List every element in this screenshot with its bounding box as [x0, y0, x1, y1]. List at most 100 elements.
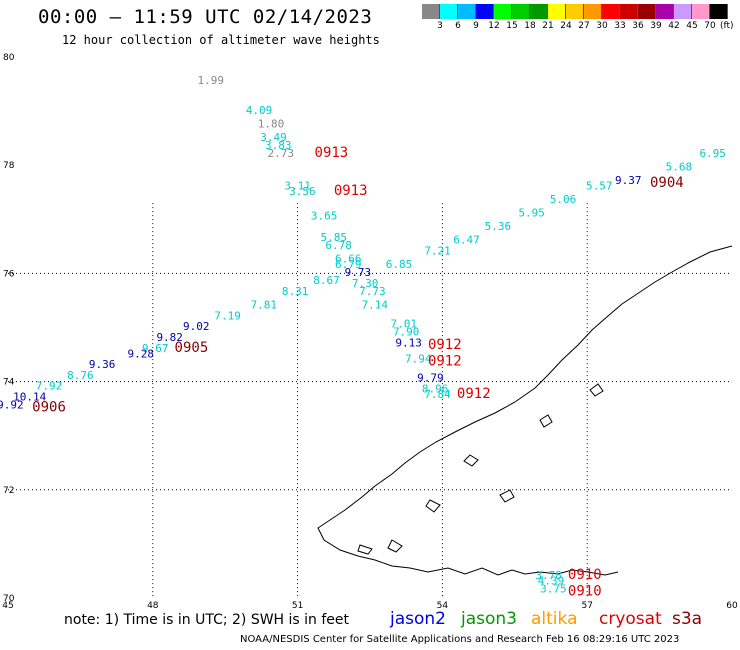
wave-height-value: 4.39 [538, 574, 565, 587]
wave-height-value: 5.57 [586, 180, 613, 193]
wave-height-value: 5.95 [518, 207, 545, 220]
pass-time: 0906 [32, 399, 66, 415]
wave-height-value: 7.14 [362, 299, 389, 312]
wave-height-value: 7.73 [359, 285, 386, 298]
color-scale-label: 42 [668, 21, 680, 31]
lon-tick-label: 48 [147, 601, 159, 611]
color-scale-swatch [620, 4, 638, 19]
color-scale-label: 15 [506, 21, 518, 31]
wave-height-value: 7.81 [251, 299, 278, 312]
pass-time: 0912 [457, 386, 491, 402]
pass-time: 0910 [568, 567, 602, 583]
satellite-legend-cryosat: cryosat [599, 609, 662, 629]
wave-height-value: 1.80 [258, 117, 285, 130]
color-scale-swatch [530, 4, 548, 19]
color-scale-label: 70 [704, 21, 716, 31]
color-scale-label: 18 [524, 21, 536, 31]
wave-height-value: 5.68 [666, 161, 693, 174]
color-scale-label: 21 [542, 21, 554, 31]
axis-labels: 45 48 51 54 57 60 80 78 76 74 72 70 [2, 53, 738, 611]
lat-tick-label: 70 [3, 594, 15, 604]
wave-height-value: 8.31 [282, 285, 309, 298]
wave-height-value: 8.67 [313, 274, 340, 287]
color-scale-bar [422, 4, 728, 19]
satellite-legend-s3a: s3a [672, 609, 703, 629]
pass-time: 0913 [315, 145, 349, 161]
wave-height-value: 3.65 [311, 209, 338, 222]
pass-time: 0913 [334, 183, 368, 199]
wave-height-value: 3.11 [284, 180, 311, 193]
wave-height-value: 6.47 [453, 234, 480, 247]
page-title: 00:00 – 11:59 UTC 02/14/2023 [38, 6, 373, 28]
wave-height-labels: 1.99 4.091.803.493.832.73 3.113.56 3.65 5.85… [0, 74, 726, 596]
lat-tick-label: 72 [3, 486, 14, 496]
wave-height-value: 9.13 [395, 336, 422, 349]
wave-height-value: 7.94 [405, 353, 432, 366]
wave-height-value: 6.95 [699, 147, 726, 160]
wave-height-value: 7.01 [391, 318, 418, 331]
lat-tick-label: 74 [3, 378, 15, 388]
color-scale-label: 45 [686, 21, 698, 31]
color-scale-swatch [422, 4, 440, 19]
color-scale-swatch [494, 4, 512, 19]
wave-height-value: 7.30 [352, 277, 379, 290]
wave-height-value: 9.37 [615, 174, 642, 187]
satellite-legend-jason3: jason3 [461, 609, 517, 629]
wave-height-value: 7.90 [393, 326, 420, 339]
color-scale-swatch [476, 4, 494, 19]
color-scale-label: 12 [488, 21, 500, 31]
satellite-legend-altika: altika [531, 609, 578, 629]
color-scale-label: 24 [560, 21, 572, 31]
color-scale-label: 3 [437, 21, 443, 31]
color-scale-swatch [638, 4, 656, 19]
wave-height-value: 9.36 [89, 358, 116, 371]
color-scale-label: 6 [455, 21, 461, 31]
wave-height-value: 1.99 [197, 74, 224, 87]
wave-height-value: 7.84 [424, 388, 451, 401]
wave-height-value: 9.67 [142, 342, 169, 355]
wave-height-value: 6.79 [335, 258, 362, 271]
wave-height-value: 9.02 [183, 320, 210, 333]
color-scale-label: 30 [596, 21, 608, 31]
color-scale-swatch [674, 4, 692, 19]
wave-height-value: 3.75 [540, 583, 567, 596]
pass-time: 0904 [650, 175, 684, 191]
coastline-novaya-zemlya [317, 245, 733, 576]
wave-height-value: 9.92 [0, 399, 24, 412]
wave-height-value: 3.49 [260, 131, 287, 144]
color-scale-swatch [656, 4, 674, 19]
color-scale-label: 9 [473, 21, 479, 31]
lon-tick-label: 57 [581, 601, 592, 611]
footer-note: note: 1) Time is in UTC; 2) SWH is in fe… [64, 612, 350, 628]
graticule-grid [8, 203, 732, 598]
wave-height-value: 5.36 [485, 220, 512, 233]
color-scale-swatch [458, 4, 476, 19]
wave-height-value: 9.79 [417, 372, 444, 385]
color-scale-swatch [440, 4, 458, 19]
pass-time: 0912 [428, 353, 462, 369]
credits: NOAA/NESDIS Center for Satellite Applica… [240, 634, 680, 645]
wave-height-value: 4.09 [246, 104, 273, 117]
lat-tick-label: 78 [3, 161, 15, 171]
color-scale-label: 27 [578, 21, 590, 31]
pass-time: 0910 [568, 583, 602, 599]
wave-height-value: 6.78 [325, 239, 352, 252]
wave-height-value: 7.19 [214, 309, 241, 322]
lon-tick-label: 51 [292, 601, 303, 611]
wave-height-value: 6.85 [386, 258, 413, 271]
wave-height-value: 3.83 [265, 139, 292, 152]
lon-tick-label: 45 [2, 601, 13, 611]
pass-time: 0905 [175, 340, 209, 356]
color-scale-swatch [512, 4, 530, 19]
wave-height-value: 9.82 [156, 331, 183, 344]
color-scale-swatch [710, 4, 728, 19]
wave-height-value: 9.28 [127, 347, 154, 360]
pass-time: 0912 [428, 337, 462, 353]
wave-height-value: 5.06 [550, 193, 577, 206]
wave-height-value: 8.96 [422, 382, 449, 395]
color-scale-label: 33 [614, 21, 626, 31]
wave-height-value: 8.76 [67, 369, 94, 382]
color-scale-labels: 3 6 9 12 15 18 21 24 27 30 33 36 39 42 45 70 (ft) [422, 21, 740, 33]
